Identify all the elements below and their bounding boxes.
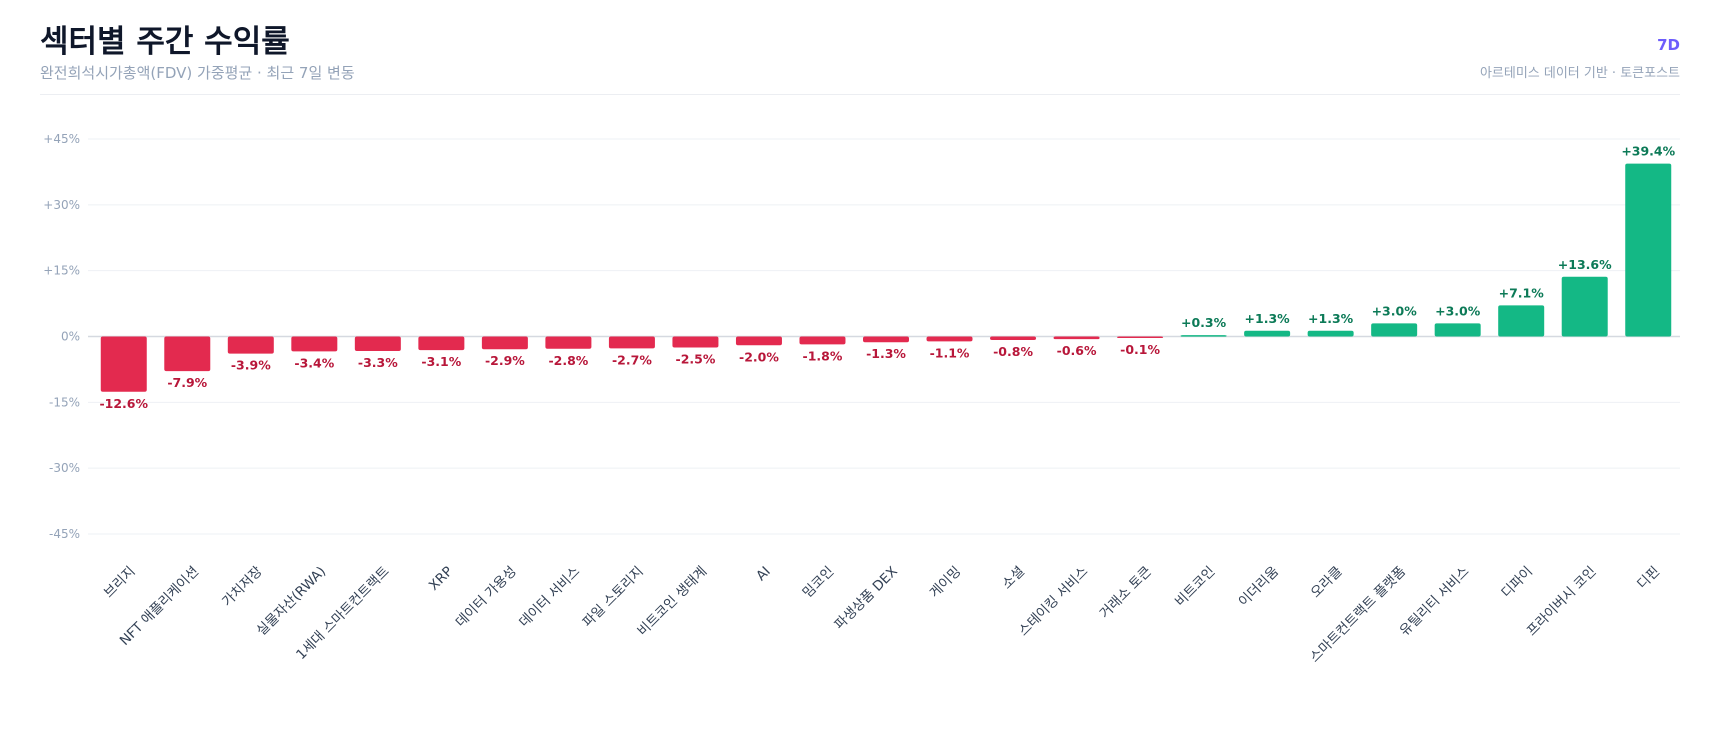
bar <box>1244 330 1291 337</box>
bar <box>1625 163 1672 337</box>
x-category-label: 오라클 <box>1308 564 1346 602</box>
bar <box>1053 336 1100 340</box>
bar-value-label: -1.3% <box>866 346 906 361</box>
y-tick-label: 0% <box>61 330 80 344</box>
y-tick-label: +15% <box>43 264 80 278</box>
x-category-label: 게이밍 <box>927 564 965 602</box>
bar <box>291 336 338 352</box>
y-tick-label: -30% <box>49 461 80 475</box>
y-tick-label: -15% <box>49 395 80 409</box>
bar-value-label: -3.3% <box>358 355 398 370</box>
bar <box>799 336 846 345</box>
bar <box>1498 305 1545 337</box>
page-title: 섹터별 주간 수익률 <box>40 24 290 60</box>
bar <box>608 336 655 349</box>
bar <box>164 336 211 372</box>
bar <box>1307 330 1354 337</box>
x-category-label: 밈코인 <box>800 564 838 602</box>
bar-value-label: -3.4% <box>294 355 334 370</box>
x-category-label: XRP <box>426 564 456 594</box>
bar <box>990 336 1037 341</box>
x-category-label: 가치저장 <box>219 564 265 610</box>
y-tick-label: +30% <box>43 198 80 212</box>
bar <box>735 336 782 346</box>
bar-value-label: -7.9% <box>167 375 207 390</box>
bar <box>354 336 401 351</box>
bar-value-label: +1.3% <box>1308 311 1354 326</box>
y-tick-label: -45% <box>49 527 80 541</box>
bar-value-label: -2.7% <box>612 352 652 367</box>
bar <box>481 336 528 350</box>
bar-value-label: +3.0% <box>1372 303 1418 318</box>
bar <box>926 336 973 342</box>
bar-value-label: -0.8% <box>993 344 1033 359</box>
bar-value-label: +0.3% <box>1181 315 1227 330</box>
bar <box>1561 276 1608 337</box>
bar <box>863 336 909 343</box>
page-subtitle: 완전희석시가총액(FDV) 가중평균 · 최근 7일 변동 <box>40 64 355 82</box>
x-category-label: 데이터 서비스 <box>516 564 583 631</box>
x-category-label: 파일 스토리지 <box>580 564 647 631</box>
bar-value-label: -3.1% <box>421 354 461 369</box>
bar <box>1117 336 1164 338</box>
x-category-label: 데이터 가용성 <box>453 564 520 631</box>
bar-value-label: -0.1% <box>1120 342 1160 357</box>
y-tick-label: +45% <box>43 132 80 146</box>
chart-header: 섹터별 주간 수익률 완전희석시가총액(FDV) 가중평균 · 최근 7일 변동… <box>40 0 1680 95</box>
bar-value-label: +39.4% <box>1621 144 1675 159</box>
x-category-label: AI <box>753 564 774 585</box>
bar-value-label: +1.3% <box>1245 311 1291 326</box>
bar-value-label: -2.0% <box>739 349 779 364</box>
bar <box>1180 335 1227 337</box>
bar-value-label: -12.6% <box>99 396 148 411</box>
bar-value-label: -3.9% <box>231 358 271 373</box>
bar-value-label: +13.6% <box>1558 257 1612 272</box>
bar-value-label: +7.1% <box>1499 285 1545 300</box>
x-category-label: 디핀 <box>1634 564 1663 593</box>
x-category-label: 소셜 <box>999 564 1028 593</box>
bar-value-label: -1.1% <box>930 345 970 360</box>
bar-value-label: +3.0% <box>1435 303 1481 318</box>
bar <box>418 336 465 351</box>
bar <box>1434 323 1481 337</box>
x-category-label: 이더리움 <box>1236 564 1282 610</box>
bar-value-label: -1.8% <box>803 348 843 363</box>
bar-value-label: -2.8% <box>548 353 588 368</box>
x-category-label: 파생상품 DEX <box>831 564 900 633</box>
bar-value-label: -0.6% <box>1057 343 1097 358</box>
bar <box>100 336 147 392</box>
x-category-label: 비트코인 <box>1172 564 1218 610</box>
bar <box>1371 323 1418 337</box>
bar <box>227 336 274 354</box>
x-category-label: 거래소 토큰 <box>1097 564 1155 622</box>
x-category-label: 디파이 <box>1498 564 1536 602</box>
bar <box>545 336 592 349</box>
x-category-label: 브리지 <box>101 564 139 602</box>
bar-value-label: -2.9% <box>485 353 525 368</box>
bar-value-label: -2.5% <box>676 351 716 366</box>
bar <box>672 336 719 348</box>
data-source-note: 아르테미스 데이터 기반 · 토큰포스트 <box>1479 66 1680 81</box>
period-badge[interactable]: 7D <box>1657 36 1680 54</box>
